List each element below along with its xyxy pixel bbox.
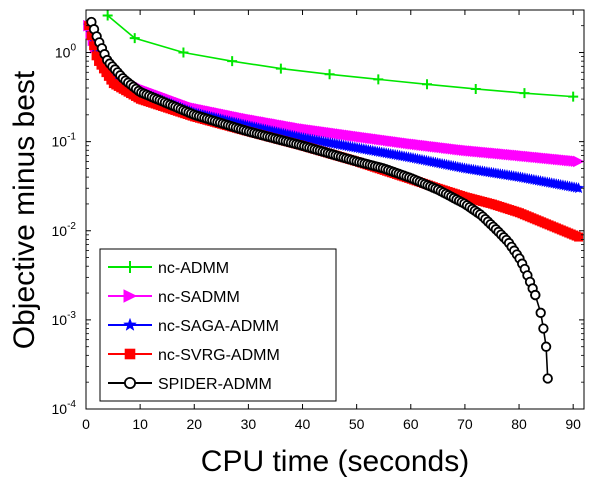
data-point (422, 79, 433, 90)
data-point (538, 323, 549, 334)
legend-entry: nc-SVRG-ADMM (108, 347, 280, 364)
x-tick-label: 70 (457, 416, 473, 432)
data-point (519, 88, 530, 99)
data-point (124, 376, 137, 389)
data-point (124, 261, 136, 273)
y-tick-exponent: -3 (67, 310, 76, 321)
y-tick-base: 10 (52, 134, 68, 150)
data-point (373, 74, 384, 85)
x-tick-label: 50 (349, 416, 365, 432)
data-point (102, 10, 113, 21)
data-point (572, 182, 585, 194)
legend-entry: SPIDER-ADMM (108, 376, 272, 393)
legend-label: SPIDER-ADMM (158, 376, 272, 393)
legend: nc-ADMM nc-SADMM nc-SAGA-ADMM nc-SVRG-ADMM S… (99, 248, 337, 402)
x-tick-label: 90 (565, 416, 581, 432)
y-tick-base: 10 (55, 45, 71, 61)
data-point (124, 348, 136, 360)
data-point (535, 307, 546, 318)
data-point (568, 91, 579, 102)
data-point (275, 63, 286, 74)
data-point (540, 341, 552, 352)
data-point (123, 289, 138, 303)
x-tick-label: 10 (132, 416, 148, 432)
data-point (178, 47, 189, 58)
data-point (227, 56, 238, 67)
legend-label: nc-SAGA-ADMM (158, 318, 279, 335)
legend-entry: nc-ADMM (108, 260, 229, 277)
y-tick-label: 10-1 (52, 132, 77, 150)
legend-label: nc-ADMM (158, 260, 229, 277)
x-axis-title: CPU time (seconds) (201, 445, 469, 478)
data-point (129, 33, 140, 44)
y-tick-exponent: -1 (67, 132, 76, 143)
y-tick-exponent: -4 (67, 399, 76, 410)
x-tick-label: 80 (511, 416, 527, 432)
data-point (542, 373, 553, 384)
series-spider-admm (86, 16, 553, 384)
series-layer (82, 10, 585, 384)
data-point (530, 289, 541, 301)
data-point (123, 317, 137, 331)
series-nc-admm (102, 10, 579, 102)
x-tick-label: 30 (241, 416, 257, 432)
data-point (574, 232, 584, 242)
y-tick-base: 10 (52, 312, 68, 328)
y-tick-label: 10-2 (52, 221, 77, 239)
y-axis-title: Objective minus best (8, 70, 41, 349)
y-tick-base: 10 (52, 401, 68, 417)
data-point (573, 155, 585, 168)
y-tick-exponent: -2 (67, 221, 76, 232)
legend-label: nc-SVRG-ADMM (158, 347, 280, 364)
legend-entry: nc-SAGA-ADMM (108, 317, 279, 335)
x-tick-label: 20 (186, 416, 202, 432)
x-tick-label: 0 (82, 416, 90, 432)
y-tick-label: 10-4 (52, 399, 77, 417)
x-tick-label: 40 (295, 416, 311, 432)
legend-label: nc-SADMM (158, 289, 240, 306)
y-tick-label: 100 (55, 43, 77, 61)
data-point (470, 83, 481, 94)
data-point (324, 69, 335, 80)
x-tick-label: 60 (403, 416, 419, 432)
y-tick-label: 10-3 (52, 310, 77, 328)
legend-entry: nc-SADMM (108, 289, 240, 306)
y-tick-base: 10 (52, 223, 68, 239)
y-tick-exponent: 0 (70, 43, 76, 54)
